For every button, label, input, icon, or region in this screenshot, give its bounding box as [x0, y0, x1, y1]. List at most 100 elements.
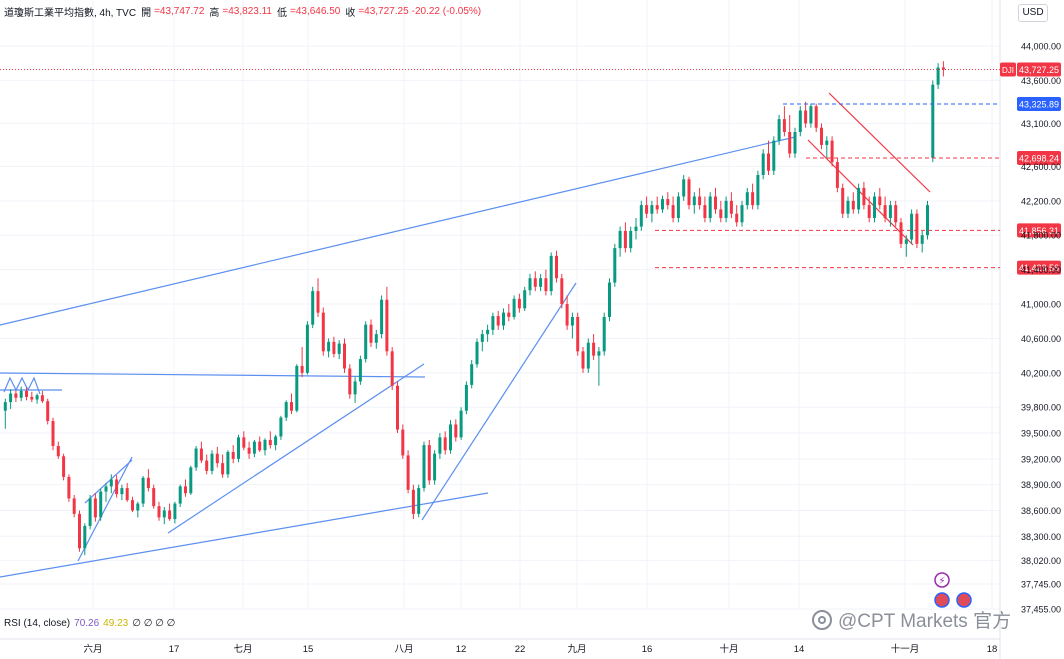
trendline: [77, 456, 133, 562]
candle-body: [25, 390, 28, 397]
candle-body: [676, 196, 680, 219]
price-axis[interactable]: 44,000.00 43,600.00 43,100.00 42,600.00 42,2…: [1021, 42, 1061, 615]
candle-body: [56, 445, 60, 457]
candle-body: [157, 506, 161, 518]
x-tick-label: 七月: [233, 644, 252, 655]
time-axis[interactable]: 六月 17 七月 15 八月 12 22 九月 16 十月 14 十一月 18: [83, 643, 997, 655]
change-value: -20.22 (-0.05%): [411, 6, 482, 17]
candle-body: [136, 503, 140, 511]
candle-body: [708, 196, 712, 219]
symbol-title[interactable]: 道瓊斯工業平均指數, 4h, TVC: [4, 8, 137, 19]
candle-body: [682, 179, 686, 197]
currency-button[interactable]: USD: [1018, 4, 1048, 22]
candle-body: [475, 341, 479, 365]
candle-body: [332, 341, 336, 354]
candle-body: [369, 324, 373, 343]
level-tag-bg: [1017, 223, 1061, 238]
us-flag-event-icon: [956, 592, 972, 608]
close-value: =43,727.25: [358, 6, 409, 17]
x-tick-label: 14: [794, 644, 805, 655]
candle-body: [846, 200, 850, 214]
candle-body: [348, 368, 352, 395]
candle-body: [496, 316, 500, 326]
candle-body: [560, 278, 564, 305]
y-tick-label: 38,020.00: [1021, 556, 1061, 566]
level-tag-bg: [1017, 96, 1061, 111]
candle-body: [926, 205, 929, 236]
candle-body: [449, 424, 452, 451]
candle-body: [565, 304, 569, 326]
candle-body: [517, 298, 521, 309]
candle-body: [268, 439, 272, 446]
candle-body: [295, 365, 299, 411]
y-tick-label: 41,400.00: [1021, 265, 1061, 275]
candle-body: [72, 498, 76, 514]
candle-body: [417, 488, 421, 514]
y-tick-label: 38,300.00: [1021, 532, 1061, 542]
candle-body: [178, 486, 182, 504]
x-tick-label: 22: [515, 644, 526, 655]
candle-body: [215, 453, 219, 464]
candle-body: [841, 187, 845, 214]
trendline: [0, 492, 489, 578]
level-tag-label: 41,423.56: [1019, 263, 1059, 273]
candle-body: [555, 255, 558, 279]
x-tick-label: 12: [456, 644, 467, 655]
candle-body: [777, 119, 781, 141]
y-tick-label: 39,800.00: [1021, 403, 1061, 413]
candle-body: [904, 239, 908, 244]
candle-body: [772, 140, 776, 171]
candle-body: [820, 127, 823, 145]
candle-body: [586, 342, 590, 369]
candle-body: [655, 205, 659, 210]
x-tick-label: 十月: [719, 643, 738, 655]
lightning-event-icon: [934, 572, 950, 588]
lightning-glyph-icon: ⚡: [938, 576, 945, 587]
last-price-tag-bg: [1017, 62, 1061, 77]
candle-body: [735, 213, 739, 223]
candle-body: [941, 67, 945, 70]
symbol-tag-bg: [1000, 62, 1016, 77]
y-tick-label: 40,600.00: [1021, 334, 1061, 344]
last-price-tag-label: 43,727.25: [1019, 65, 1059, 75]
trendline: [84, 459, 133, 504]
event-markers[interactable]: ⚡: [934, 572, 972, 608]
candle-body: [67, 476, 71, 499]
candle-body: [321, 312, 325, 352]
y-tick-label: 44,000.00: [1021, 42, 1061, 52]
candle-body: [570, 316, 574, 326]
candle-body: [671, 205, 675, 219]
candle-body: [374, 334, 378, 343]
candle-body: [623, 230, 627, 249]
candle-body: [480, 334, 484, 342]
candle-body: [396, 385, 399, 430]
price-levels: 43,325.89 42,698.24 41,856.31 41,423.56 DJI 4…: [0, 62, 1061, 275]
candle-body: [279, 417, 283, 437]
candle-body: [761, 153, 765, 176]
candle-body: [894, 205, 898, 223]
candle-body: [666, 199, 670, 206]
level-tag-bg: [1017, 150, 1061, 165]
candle-body: [910, 213, 914, 240]
candle-body: [353, 381, 357, 395]
rsi-legend[interactable]: RSI (14, close) 70.26 49.23 ∅ ∅ ∅ ∅: [4, 618, 175, 629]
candle-body: [767, 153, 770, 171]
candle-body: [438, 437, 442, 454]
candle-body: [104, 486, 108, 492]
candle-body: [782, 119, 786, 133]
y-tick-label: 37,745.00: [1021, 580, 1061, 590]
candle-body: [14, 393, 18, 398]
candle-body: [740, 205, 744, 223]
candle-body: [857, 187, 861, 210]
candle-body: [576, 316, 580, 352]
candle-body: [454, 424, 458, 438]
candle-body: [120, 488, 124, 495]
candle-body: [931, 84, 935, 158]
candle-body: [3, 402, 7, 411]
candle-body: [592, 342, 596, 356]
candle-body: [888, 205, 892, 219]
candle-body: [804, 110, 808, 124]
watermark: @CPT Markets 官方: [812, 606, 1011, 633]
x-tick-label: 六月: [83, 643, 102, 655]
